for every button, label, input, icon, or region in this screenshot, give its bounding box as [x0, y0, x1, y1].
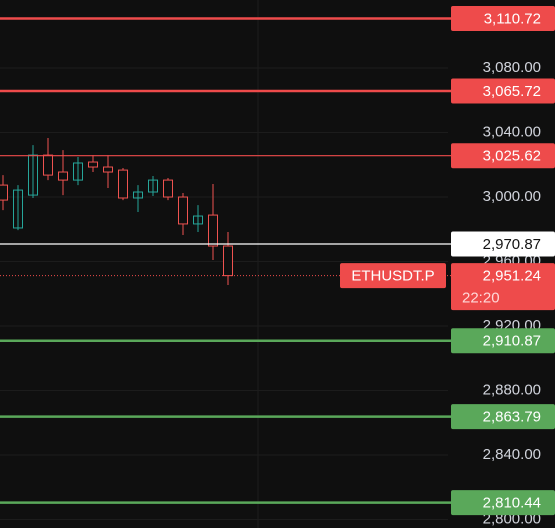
candle-body	[148, 179, 158, 193]
symbol-tag-box	[340, 263, 446, 289]
candle-body	[208, 214, 218, 247]
current-price-label: 2,951.24	[483, 268, 541, 285]
price-label: 2,810.44	[483, 495, 541, 512]
y-tick-label: 2,840.00	[483, 446, 541, 463]
candle-body	[133, 191, 143, 199]
y-tick-label: 3,080.00	[483, 59, 541, 76]
y-tick-label: 3,040.00	[483, 123, 541, 140]
price-label-box	[451, 231, 555, 257]
price-label-box	[451, 6, 555, 32]
y-tick-label: 3,000.00	[483, 188, 541, 205]
price-label-box	[451, 328, 555, 354]
candle-body	[73, 162, 83, 181]
candle-body	[178, 196, 188, 225]
countdown: 22:20	[462, 290, 500, 307]
price-label: 3,025.62	[483, 148, 541, 165]
price-label: 2,970.87	[483, 236, 541, 253]
y-tick-label: 2,880.00	[483, 381, 541, 398]
price-label: 3,110.72	[484, 10, 541, 27]
candle-body	[193, 215, 203, 225]
candle-body	[58, 171, 68, 181]
symbol-tag: ETHUSDT.P	[351, 268, 434, 285]
candle-body	[118, 169, 128, 199]
candle-body	[13, 189, 23, 229]
candle-body	[43, 154, 53, 176]
price-label-box	[451, 78, 555, 104]
price-label: 3,065.72	[483, 83, 541, 100]
candle-body	[163, 179, 173, 198]
current-price-box	[451, 263, 555, 311]
price-label-box	[451, 404, 555, 430]
candle-body	[223, 245, 233, 277]
candle-body	[103, 166, 113, 173]
candle-body	[28, 154, 38, 196]
price-label: 2,863.79	[483, 409, 541, 426]
price-label-box	[451, 490, 555, 516]
price-label-box	[451, 143, 555, 169]
candle-body	[88, 161, 98, 168]
candle-body	[0, 184, 8, 201]
price-label: 2,910.87	[483, 333, 541, 350]
